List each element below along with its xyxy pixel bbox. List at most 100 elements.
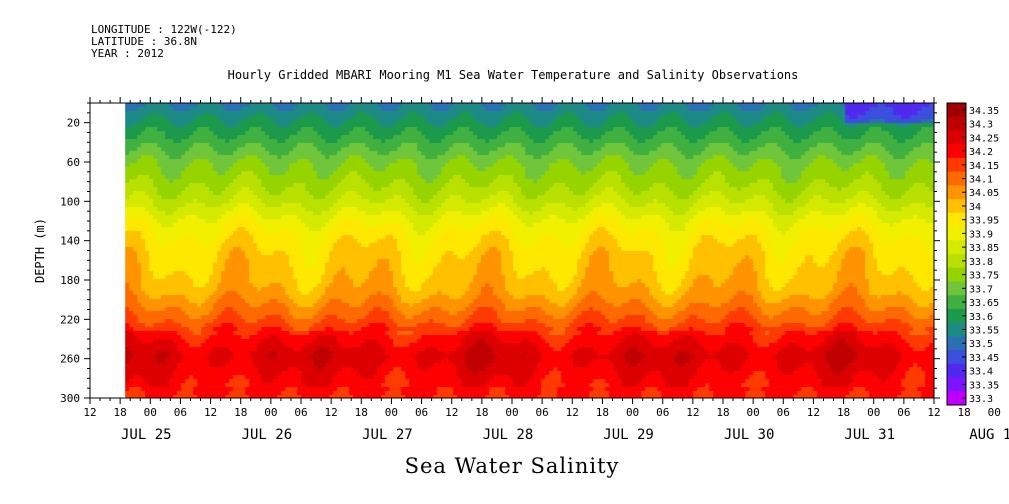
salinity-cell xyxy=(229,287,234,292)
salinity-cell xyxy=(325,239,330,244)
salinity-cell xyxy=(213,167,218,172)
salinity-cell xyxy=(201,147,206,152)
salinity-cell xyxy=(137,111,142,116)
salinity-cell xyxy=(293,347,298,352)
salinity-cell xyxy=(261,247,266,252)
salinity-cell xyxy=(321,159,326,164)
salinity-cell xyxy=(181,323,186,328)
salinity-cell xyxy=(229,203,234,208)
salinity-cell xyxy=(345,199,350,204)
salinity-cell xyxy=(305,255,310,260)
salinity-cell xyxy=(169,267,174,272)
salinity-cell xyxy=(125,275,130,280)
salinity-cell xyxy=(325,135,330,140)
salinity-cell xyxy=(313,107,318,112)
salinity-cell xyxy=(301,383,306,388)
salinity-cell xyxy=(357,215,362,220)
salinity-cell xyxy=(385,231,390,236)
salinity-cell xyxy=(293,335,298,340)
salinity-cell xyxy=(325,107,330,112)
salinity-cell xyxy=(145,251,150,256)
salinity-cell xyxy=(125,163,130,168)
salinity-cell xyxy=(229,327,234,332)
salinity-cell xyxy=(349,207,354,212)
salinity-cell xyxy=(249,183,254,188)
salinity-cell xyxy=(229,319,234,324)
salinity-cell xyxy=(129,355,134,360)
salinity-cell xyxy=(293,183,298,188)
salinity-cell xyxy=(129,111,134,116)
salinity-cell xyxy=(145,123,150,128)
salinity-cell xyxy=(389,135,394,140)
salinity-cell xyxy=(169,111,174,116)
salinity-cell xyxy=(233,227,238,232)
salinity-cell xyxy=(281,343,286,348)
salinity-cell xyxy=(213,239,218,244)
salinity-cell xyxy=(321,303,326,308)
salinity-cell xyxy=(217,191,222,196)
salinity-cell xyxy=(273,367,278,372)
salinity-cell xyxy=(257,207,262,212)
salinity-cell xyxy=(293,107,298,112)
salinity-cell xyxy=(221,303,226,308)
salinity-cell xyxy=(177,271,182,276)
salinity-cell xyxy=(217,107,222,112)
salinity-cell xyxy=(369,147,374,152)
salinity-cell xyxy=(273,199,278,204)
salinity-cell xyxy=(129,183,134,188)
salinity-cell xyxy=(385,347,390,352)
salinity-cell xyxy=(177,199,182,204)
salinity-cell xyxy=(385,367,390,372)
salinity-cell xyxy=(157,323,162,328)
salinity-cell xyxy=(329,371,334,376)
salinity-cell xyxy=(257,135,262,140)
salinity-cell xyxy=(329,115,334,120)
salinity-cell xyxy=(201,191,206,196)
salinity-cell xyxy=(173,187,178,192)
salinity-cell xyxy=(205,219,210,224)
salinity-cell xyxy=(245,315,250,320)
salinity-cell xyxy=(161,283,166,288)
salinity-cell xyxy=(393,191,398,196)
salinity-cell xyxy=(369,247,374,252)
salinity-cell xyxy=(381,219,386,224)
salinity-cell xyxy=(237,239,242,244)
salinity-cell xyxy=(197,247,202,252)
salinity-cell xyxy=(189,387,194,392)
salinity-cell xyxy=(369,383,374,388)
salinity-cell xyxy=(313,115,318,120)
salinity-cell xyxy=(361,267,366,272)
salinity-cell xyxy=(181,239,186,244)
salinity-cell xyxy=(249,235,254,240)
salinity-cell xyxy=(349,395,354,399)
salinity-cell xyxy=(309,375,314,380)
salinity-cell xyxy=(129,227,134,232)
salinity-cell xyxy=(229,395,234,399)
salinity-cell xyxy=(133,179,138,184)
salinity-cell xyxy=(165,143,170,148)
salinity-cell xyxy=(233,183,238,188)
salinity-cell xyxy=(369,287,374,292)
salinity-cell xyxy=(349,223,354,228)
salinity-cell xyxy=(173,127,178,132)
salinity-cell xyxy=(173,267,178,272)
salinity-cell xyxy=(245,103,250,108)
salinity-cell xyxy=(169,223,174,228)
salinity-cell xyxy=(153,315,158,320)
salinity-cell xyxy=(329,191,334,196)
salinity-cell xyxy=(253,287,258,292)
salinity-cell xyxy=(345,191,350,196)
salinity-cell xyxy=(265,387,270,392)
salinity-cell xyxy=(369,271,374,276)
salinity-cell xyxy=(241,135,246,140)
salinity-cell xyxy=(361,363,366,368)
salinity-cell xyxy=(273,235,278,240)
salinity-cell xyxy=(213,391,218,396)
salinity-cell xyxy=(305,131,310,136)
salinity-cell xyxy=(301,123,306,128)
salinity-cell xyxy=(217,199,222,204)
salinity-cell xyxy=(369,251,374,256)
salinity-cell xyxy=(369,351,374,356)
salinity-cell xyxy=(225,359,230,364)
salinity-cell xyxy=(317,243,322,248)
